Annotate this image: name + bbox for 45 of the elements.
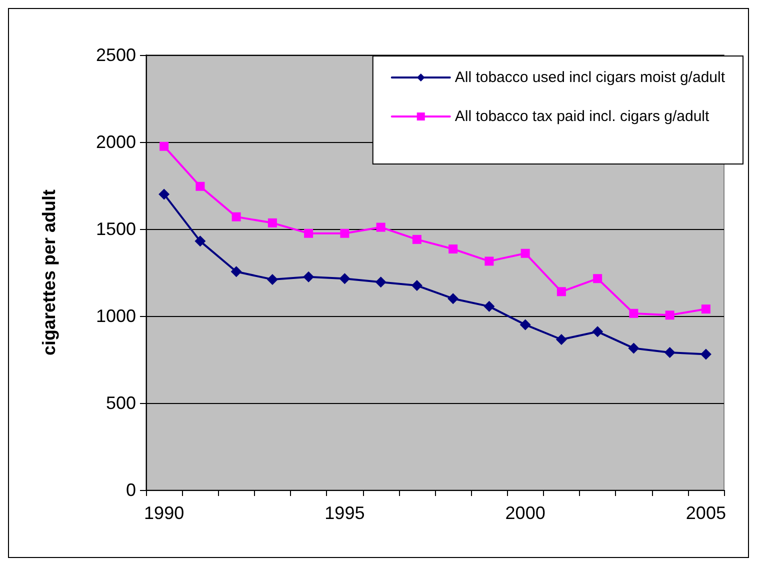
y-tick-label: 0	[126, 480, 136, 500]
point	[266, 274, 278, 285]
point	[484, 256, 494, 266]
x-tick-label: 2000	[505, 503, 546, 523]
point	[160, 142, 169, 151]
point	[448, 293, 459, 304]
point	[304, 228, 314, 238]
point	[268, 218, 277, 228]
point	[664, 347, 676, 358]
point	[628, 342, 640, 354]
point	[196, 182, 205, 191]
y-tick-label: 500	[106, 393, 136, 413]
point	[701, 304, 710, 314]
y-axis-title: cigarettes per adult	[39, 189, 59, 356]
point	[232, 212, 241, 222]
x-tick-label: 1995	[324, 503, 365, 523]
point	[376, 222, 386, 232]
y-tick-label: 1000	[96, 306, 136, 326]
point	[556, 287, 566, 296]
point	[700, 348, 712, 360]
point	[484, 300, 495, 312]
point	[411, 280, 422, 292]
point	[375, 276, 386, 288]
legend-label: All tobacco used incl cigars moist g/adult	[454, 69, 726, 86]
point	[593, 274, 602, 284]
point	[665, 310, 674, 320]
legend-label: All tobacco tax paid incl. cigars g/adult	[454, 108, 710, 125]
point	[412, 234, 422, 244]
point	[194, 236, 206, 247]
point	[340, 228, 350, 238]
point	[303, 271, 314, 282]
x-tick-label: 1990	[144, 503, 184, 523]
point	[629, 308, 638, 318]
y-tick-label: 2500	[96, 45, 136, 65]
point	[448, 244, 458, 254]
point	[158, 188, 170, 200]
point	[339, 273, 350, 284]
x-tick-label: 2005	[686, 503, 726, 523]
point	[556, 334, 567, 345]
point	[520, 319, 531, 330]
y-tick-label: 2000	[96, 132, 136, 152]
point	[520, 248, 530, 258]
point	[592, 326, 604, 338]
point	[230, 266, 242, 278]
y-tick-label: 1500	[96, 219, 136, 239]
